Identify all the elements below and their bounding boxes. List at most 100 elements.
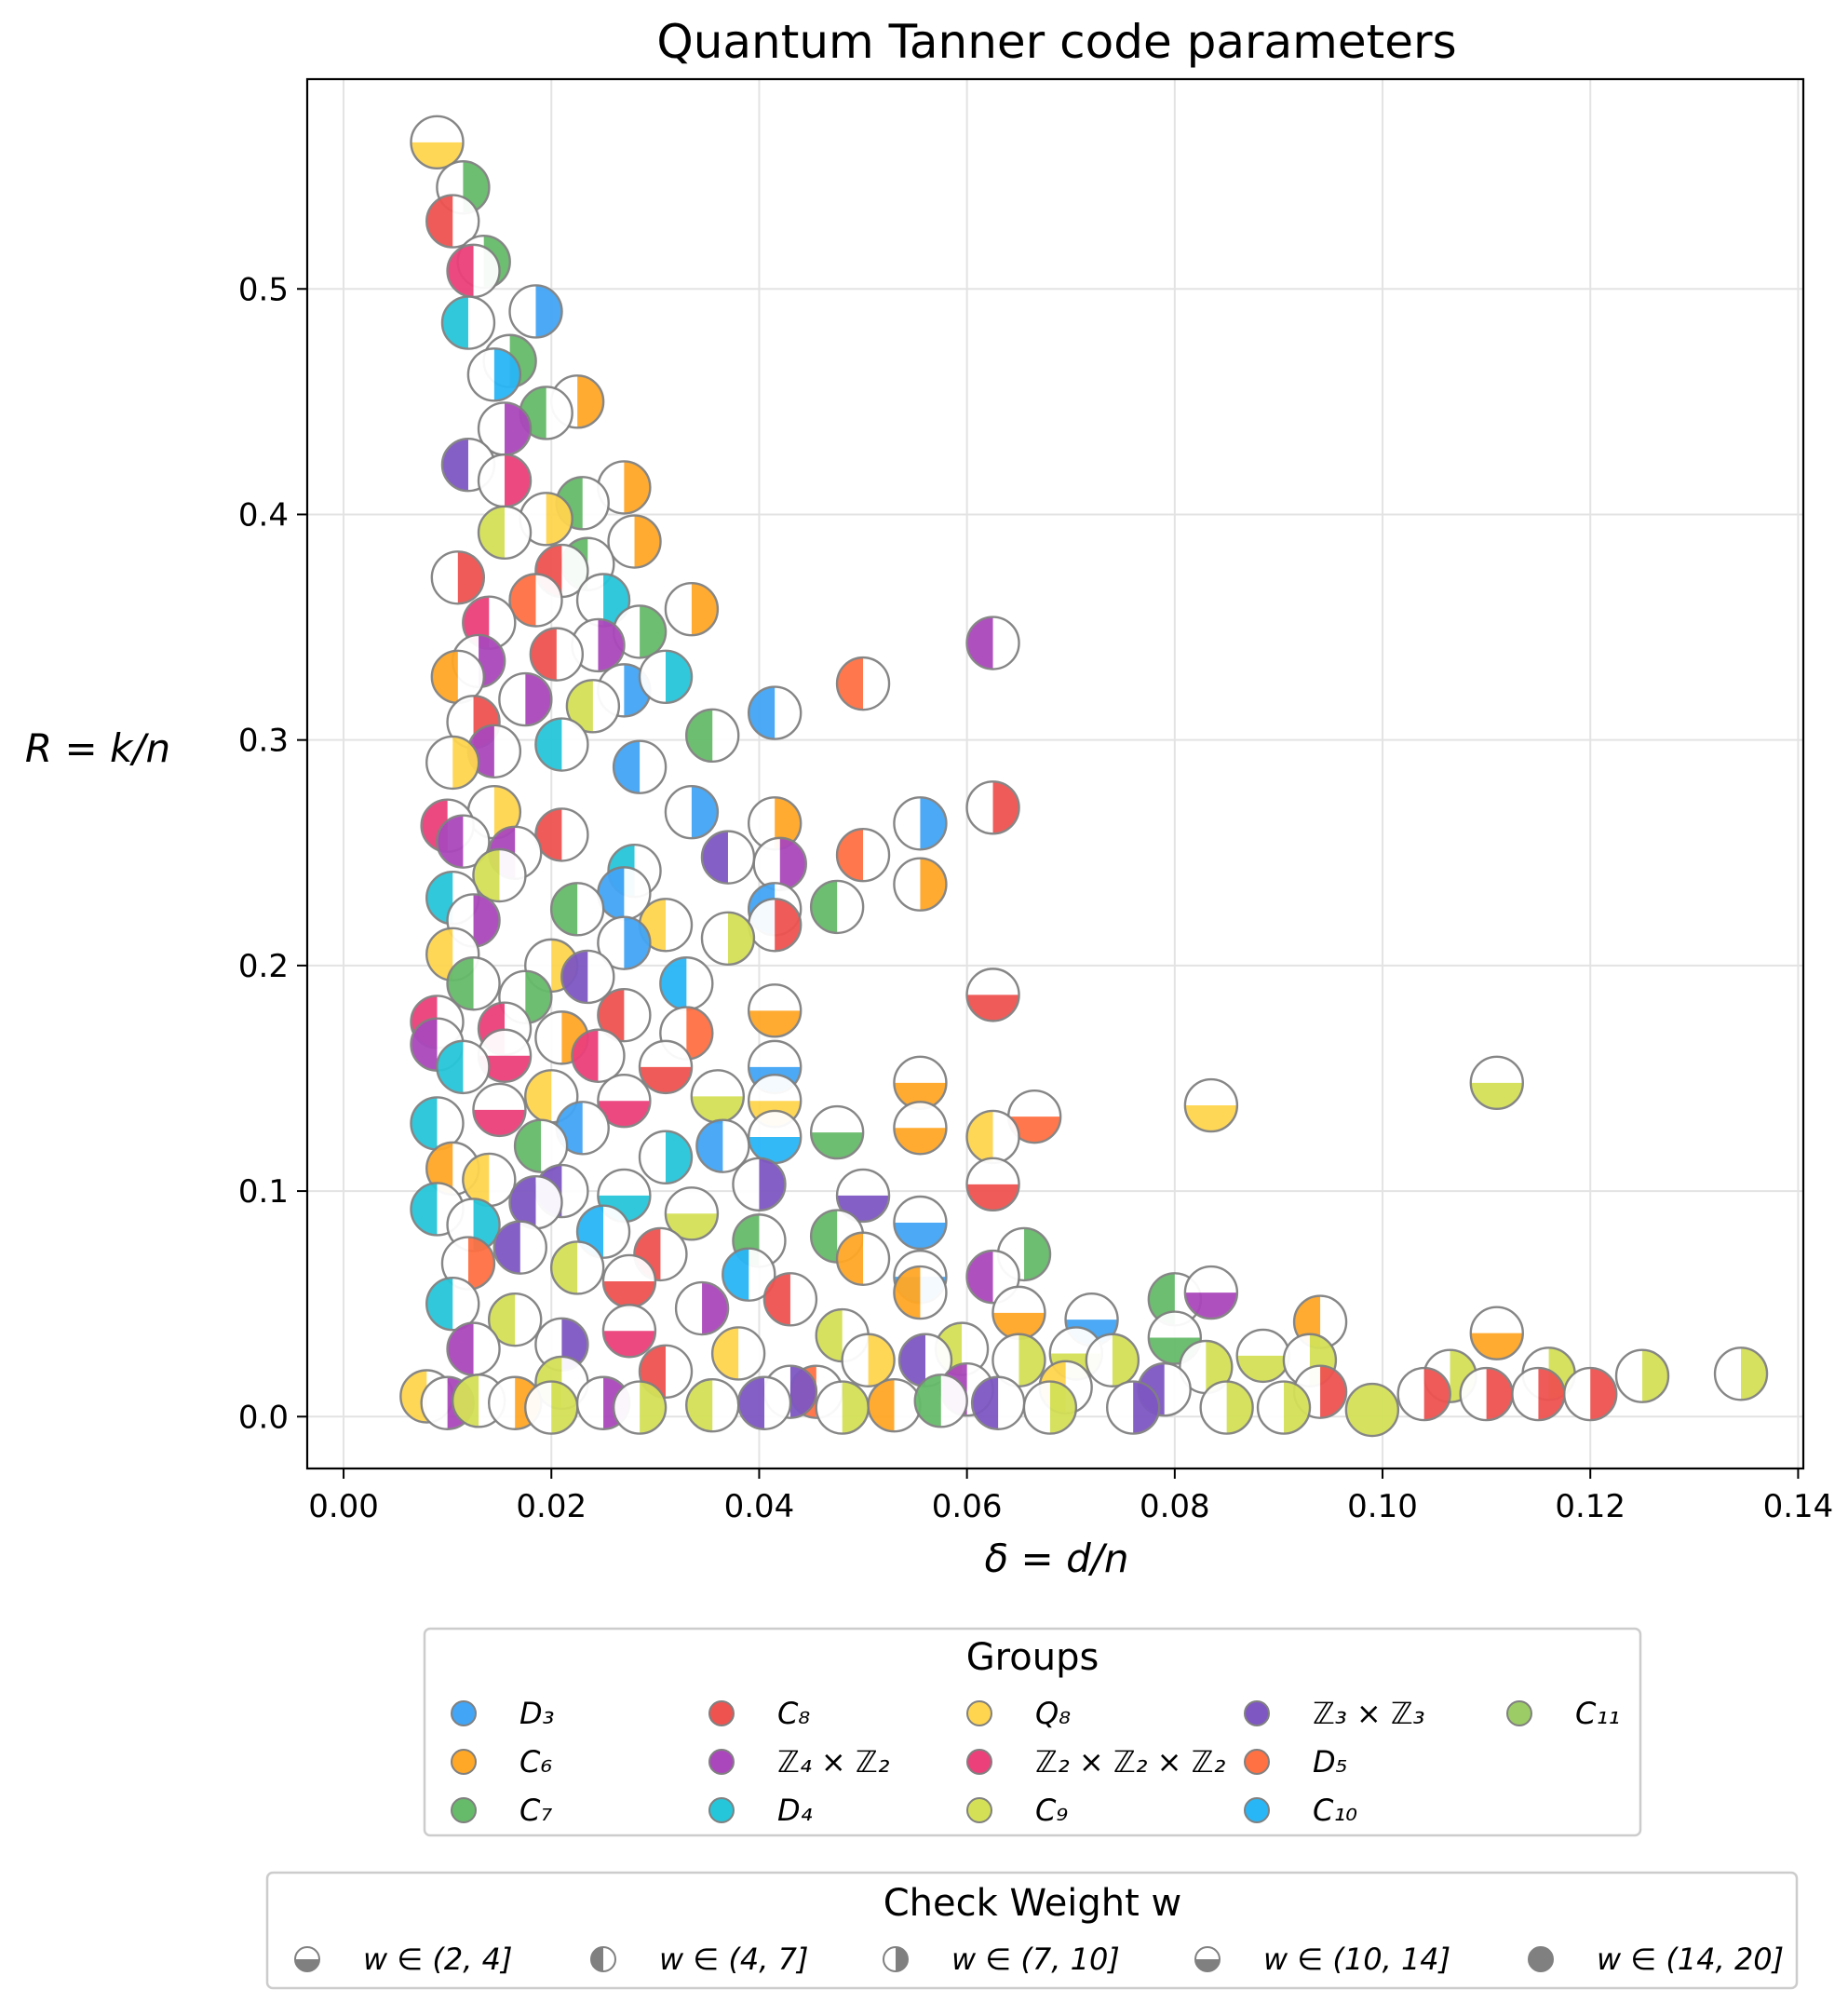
data-point	[762, 1272, 818, 1327]
data-point	[597, 987, 652, 1043]
weight-legend-label: w ∈ (10, 14]	[1263, 1942, 1450, 1977]
y-tick-label: 0.5	[238, 271, 289, 308]
data-point	[965, 968, 1020, 1022]
group-legend-label: D₄	[777, 1793, 813, 1828]
data-point	[597, 460, 652, 515]
groups-legend-frame	[423, 1627, 1642, 1837]
weight-legend-marker	[1528, 1946, 1554, 1972]
y-tick-label: 0.1	[238, 1173, 289, 1211]
x-axis-ticks: 0.00 0.02 0.04 0.06 0.08 0.10 0.12 0.14	[308, 1468, 1833, 1525]
data-point	[1713, 1347, 1769, 1401]
data-point	[446, 956, 501, 1011]
group-legend-label: ℤ₄ × ℤ₂	[777, 1744, 890, 1780]
data-point	[430, 550, 486, 605]
data-point	[436, 814, 491, 869]
data-point	[752, 836, 807, 892]
y-tick-label: 0.0	[238, 1399, 289, 1436]
group-legend-label: D₃	[519, 1696, 554, 1731]
data-point	[893, 1265, 948, 1320]
chart-title: Quantum Tanner code parameters	[656, 15, 1456, 69]
data-point	[1183, 1077, 1239, 1133]
group-legend-marker	[708, 1749, 735, 1775]
data-point	[965, 616, 1020, 670]
data-point	[1022, 1380, 1078, 1435]
data-point	[472, 1082, 527, 1138]
group-legend-marker	[708, 1797, 735, 1823]
data-point	[529, 627, 585, 682]
data-point	[534, 717, 589, 772]
data-point	[1256, 1380, 1312, 1435]
data-point	[809, 879, 865, 935]
groups-legend: Groups D₃ C₆ C₇ C₈ ℤ₄ × ℤ₂ D₄ Q₈ ℤ₂ × ℤ₂ × ℤ₂ C₉…	[423, 1627, 1642, 1837]
data-point	[710, 1326, 766, 1381]
data-point	[1469, 1055, 1524, 1111]
weight-legend-label: w ∈ (4, 7]	[659, 1942, 808, 1977]
data-point	[695, 1118, 750, 1173]
data-point	[571, 1028, 626, 1083]
data-point	[430, 649, 486, 705]
data-point	[815, 1380, 870, 1435]
data-point	[747, 685, 803, 740]
group-legend-marker	[451, 1749, 477, 1775]
weight-legend-frame	[265, 1871, 1799, 1990]
data-point	[1179, 1339, 1234, 1395]
data-point	[597, 915, 652, 970]
data-point	[440, 1236, 496, 1291]
data-point	[597, 866, 652, 921]
data-point	[1235, 1328, 1290, 1384]
weight-legend-marker	[590, 1946, 616, 1972]
data-point	[1511, 1366, 1566, 1422]
data-point	[732, 1157, 787, 1212]
weight-legend-entries: w ∈ (2, 4] w ∈ (4, 7] w ∈ (7, 10] w ∈ (10, …	[294, 1942, 1784, 1977]
group-legend-marker	[966, 1700, 992, 1726]
weight-legend-marker	[294, 1946, 320, 1972]
data-point	[893, 1195, 948, 1251]
groups-legend-entries: D₃ C₆ C₇ C₈ ℤ₄ × ℤ₂ D₄ Q₈ ℤ₂ × ℤ₂ × ℤ₂ C₉ ℤ₃ × ℤ₃…	[451, 1696, 1620, 1828]
data-point	[612, 1380, 668, 1435]
group-legend-label: D₅	[1313, 1744, 1347, 1780]
x-tick-label: 0.04	[724, 1488, 795, 1525]
group-legend-marker	[708, 1700, 735, 1726]
data-point	[607, 514, 662, 569]
group-legend-marker	[451, 1797, 477, 1823]
group-legend-marker	[966, 1797, 992, 1823]
y-tick-label: 0.2	[238, 948, 289, 985]
data-point	[736, 1375, 792, 1430]
data-point	[601, 1253, 657, 1309]
data-point	[498, 671, 553, 727]
data-point	[1563, 1366, 1618, 1422]
data-point	[913, 1374, 968, 1428]
data-point	[601, 1304, 657, 1359]
data-point	[487, 1292, 543, 1347]
data-point	[664, 581, 720, 637]
plot-frame	[305, 77, 1805, 1470]
data-point	[991, 1285, 1046, 1341]
data-point	[1105, 1380, 1161, 1435]
group-legend-label: C₉	[1035, 1793, 1068, 1828]
data-point	[747, 983, 803, 1038]
data-point	[965, 1157, 1020, 1212]
data-point	[747, 1109, 803, 1165]
data-point	[534, 807, 589, 862]
data-point	[970, 1375, 1026, 1430]
data-point	[897, 1333, 953, 1387]
group-legend-label: ℤ₂ × ℤ₂ × ℤ₂	[1035, 1744, 1225, 1780]
data-point	[508, 284, 563, 339]
data-point	[612, 739, 668, 794]
data-point	[965, 780, 1020, 835]
y-tick-label: 0.4	[238, 496, 289, 534]
data-point	[477, 1028, 533, 1083]
data-point	[425, 194, 480, 249]
data-point	[1199, 1380, 1254, 1435]
group-legend-label: ℤ₃ × ℤ₃	[1313, 1696, 1424, 1731]
x-tick-label: 0.08	[1140, 1488, 1210, 1525]
group-legend-label: C₇	[519, 1793, 552, 1828]
group-legend-marker	[451, 1700, 477, 1726]
data-point	[674, 1280, 730, 1336]
data-point	[410, 115, 465, 170]
weight-legend-label: w ∈ (2, 4]	[363, 1942, 512, 1977]
x-tick-label: 0.14	[1763, 1488, 1834, 1525]
data-point	[1469, 1306, 1524, 1360]
